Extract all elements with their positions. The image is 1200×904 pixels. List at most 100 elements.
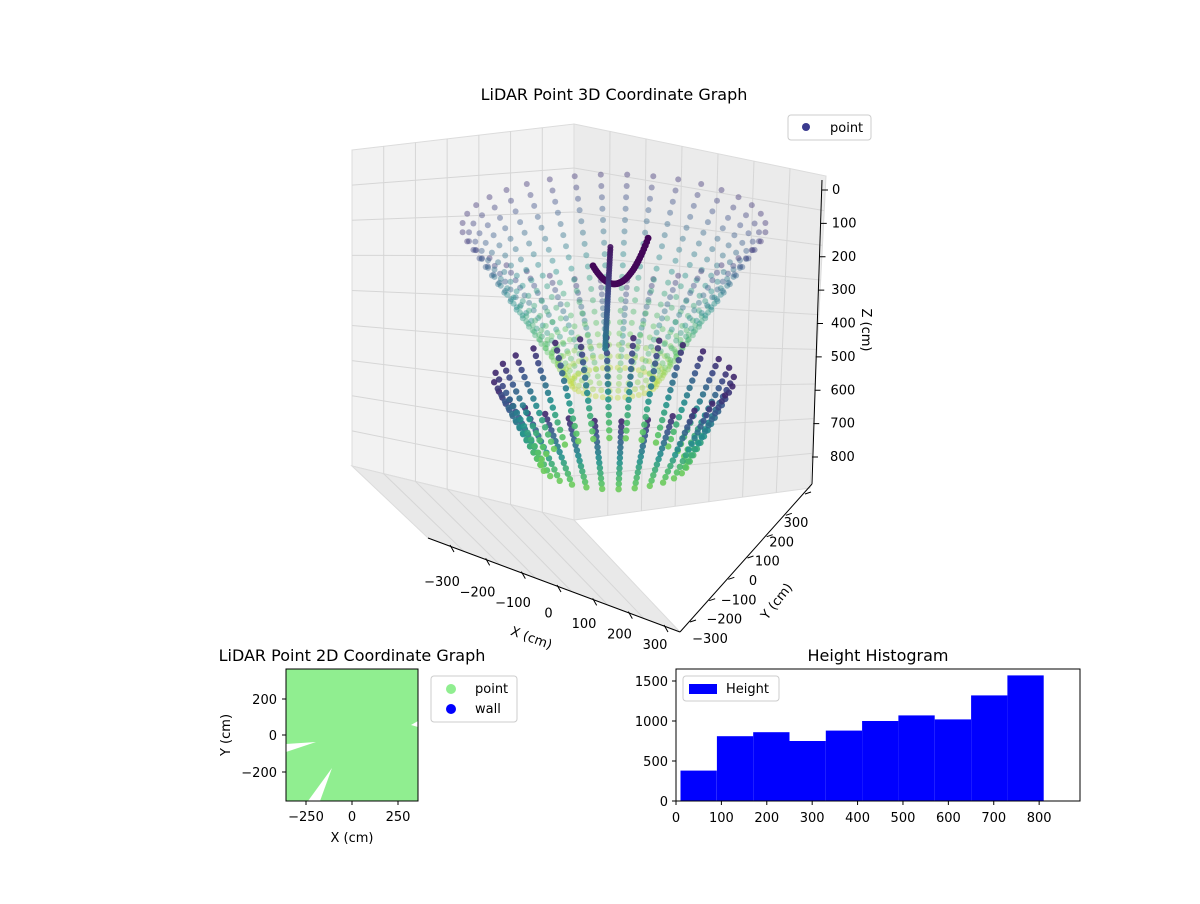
x-tick-mark xyxy=(556,584,562,593)
point-marker xyxy=(679,342,686,349)
point-marker xyxy=(688,413,696,420)
point-marker xyxy=(702,384,710,391)
point-marker xyxy=(513,304,520,311)
point-marker xyxy=(573,447,581,454)
point-marker xyxy=(564,301,571,308)
point-marker xyxy=(627,373,634,380)
legend-marker-point xyxy=(802,123,810,131)
point-marker xyxy=(542,345,549,352)
point-marker xyxy=(581,478,589,486)
point-marker xyxy=(708,416,715,423)
x-tick-label: 300 xyxy=(800,811,825,826)
point-marker xyxy=(756,238,762,245)
point-marker xyxy=(549,257,556,264)
point-marker xyxy=(665,443,672,450)
histogram-bar xyxy=(862,721,899,801)
point-marker xyxy=(659,479,667,486)
point-marker xyxy=(526,299,533,306)
point-marker xyxy=(618,296,625,303)
point-marker xyxy=(677,336,684,343)
point-marker xyxy=(616,449,624,456)
point-marker xyxy=(523,436,530,443)
point-marker xyxy=(679,304,686,311)
point-marker xyxy=(566,400,573,407)
point-marker xyxy=(662,339,669,346)
point-marker xyxy=(605,411,612,419)
point-marker xyxy=(530,307,537,314)
point-marker xyxy=(491,262,498,269)
point-marker xyxy=(527,436,535,443)
point-marker xyxy=(530,251,537,258)
point-marker xyxy=(676,440,684,448)
point-marker xyxy=(599,298,606,305)
point-marker xyxy=(576,457,583,464)
point-marker xyxy=(520,422,528,430)
point-marker xyxy=(714,278,721,285)
grid-line xyxy=(573,255,821,281)
histogram-bars xyxy=(680,675,1044,801)
point-marker xyxy=(685,337,691,343)
point-marker xyxy=(718,398,725,405)
point-marker xyxy=(548,354,555,361)
point-marker xyxy=(513,288,520,295)
point-marker xyxy=(705,303,711,310)
point-marker xyxy=(695,240,702,247)
grid-line xyxy=(478,496,573,593)
point-marker xyxy=(726,281,733,288)
point-marker xyxy=(494,385,501,392)
point-marker xyxy=(617,439,624,446)
point-marker xyxy=(683,298,690,305)
point-marker xyxy=(645,350,652,357)
point-marker xyxy=(604,373,611,380)
point-marker xyxy=(762,220,769,226)
point-marker xyxy=(565,350,572,357)
point-marker xyxy=(590,354,596,361)
point-marker xyxy=(654,312,661,319)
point-marker xyxy=(665,356,672,363)
point-marker xyxy=(694,275,701,282)
point-marker xyxy=(575,370,582,377)
histogram-title: Height Histogram xyxy=(808,646,949,665)
point-marker xyxy=(597,171,604,178)
point-marker xyxy=(628,358,635,365)
point-marker xyxy=(531,282,538,289)
point-marker xyxy=(676,463,684,470)
point-marker xyxy=(495,376,503,383)
point-marker xyxy=(615,475,623,482)
point-marker xyxy=(672,279,679,286)
point-marker xyxy=(664,429,671,436)
point-marker xyxy=(591,308,598,315)
point-marker xyxy=(536,436,543,444)
point-marker xyxy=(517,303,523,310)
point-marker xyxy=(677,308,684,315)
point-marker xyxy=(684,424,691,431)
point-marker xyxy=(685,331,692,338)
z-tick-labels: 0 100 200 300 400 500 600 700 800 xyxy=(812,183,857,465)
y-tick-label: −200 xyxy=(241,766,277,781)
point-marker xyxy=(667,343,674,350)
point-marker xyxy=(638,324,645,331)
point-marker xyxy=(667,329,674,336)
point-marker xyxy=(668,304,675,311)
point-marker xyxy=(519,402,527,409)
point-marker xyxy=(566,367,573,374)
point-marker xyxy=(529,327,536,334)
point-marker xyxy=(667,361,674,368)
point-marker xyxy=(674,446,681,453)
point-marker xyxy=(563,366,570,372)
point-marker xyxy=(584,263,591,270)
y-tick-mark xyxy=(804,491,812,495)
point-marker xyxy=(633,286,640,292)
point-marker xyxy=(673,294,680,300)
point-marker xyxy=(622,217,628,223)
point-marker xyxy=(681,464,689,471)
point-marker xyxy=(615,480,622,488)
point-marker xyxy=(698,266,705,273)
point-marker xyxy=(544,341,551,348)
point-marker xyxy=(544,308,551,315)
point-marker xyxy=(616,470,623,477)
point-marker xyxy=(624,404,632,411)
point-marker xyxy=(654,381,660,387)
legend-label-height: Height xyxy=(726,682,769,697)
